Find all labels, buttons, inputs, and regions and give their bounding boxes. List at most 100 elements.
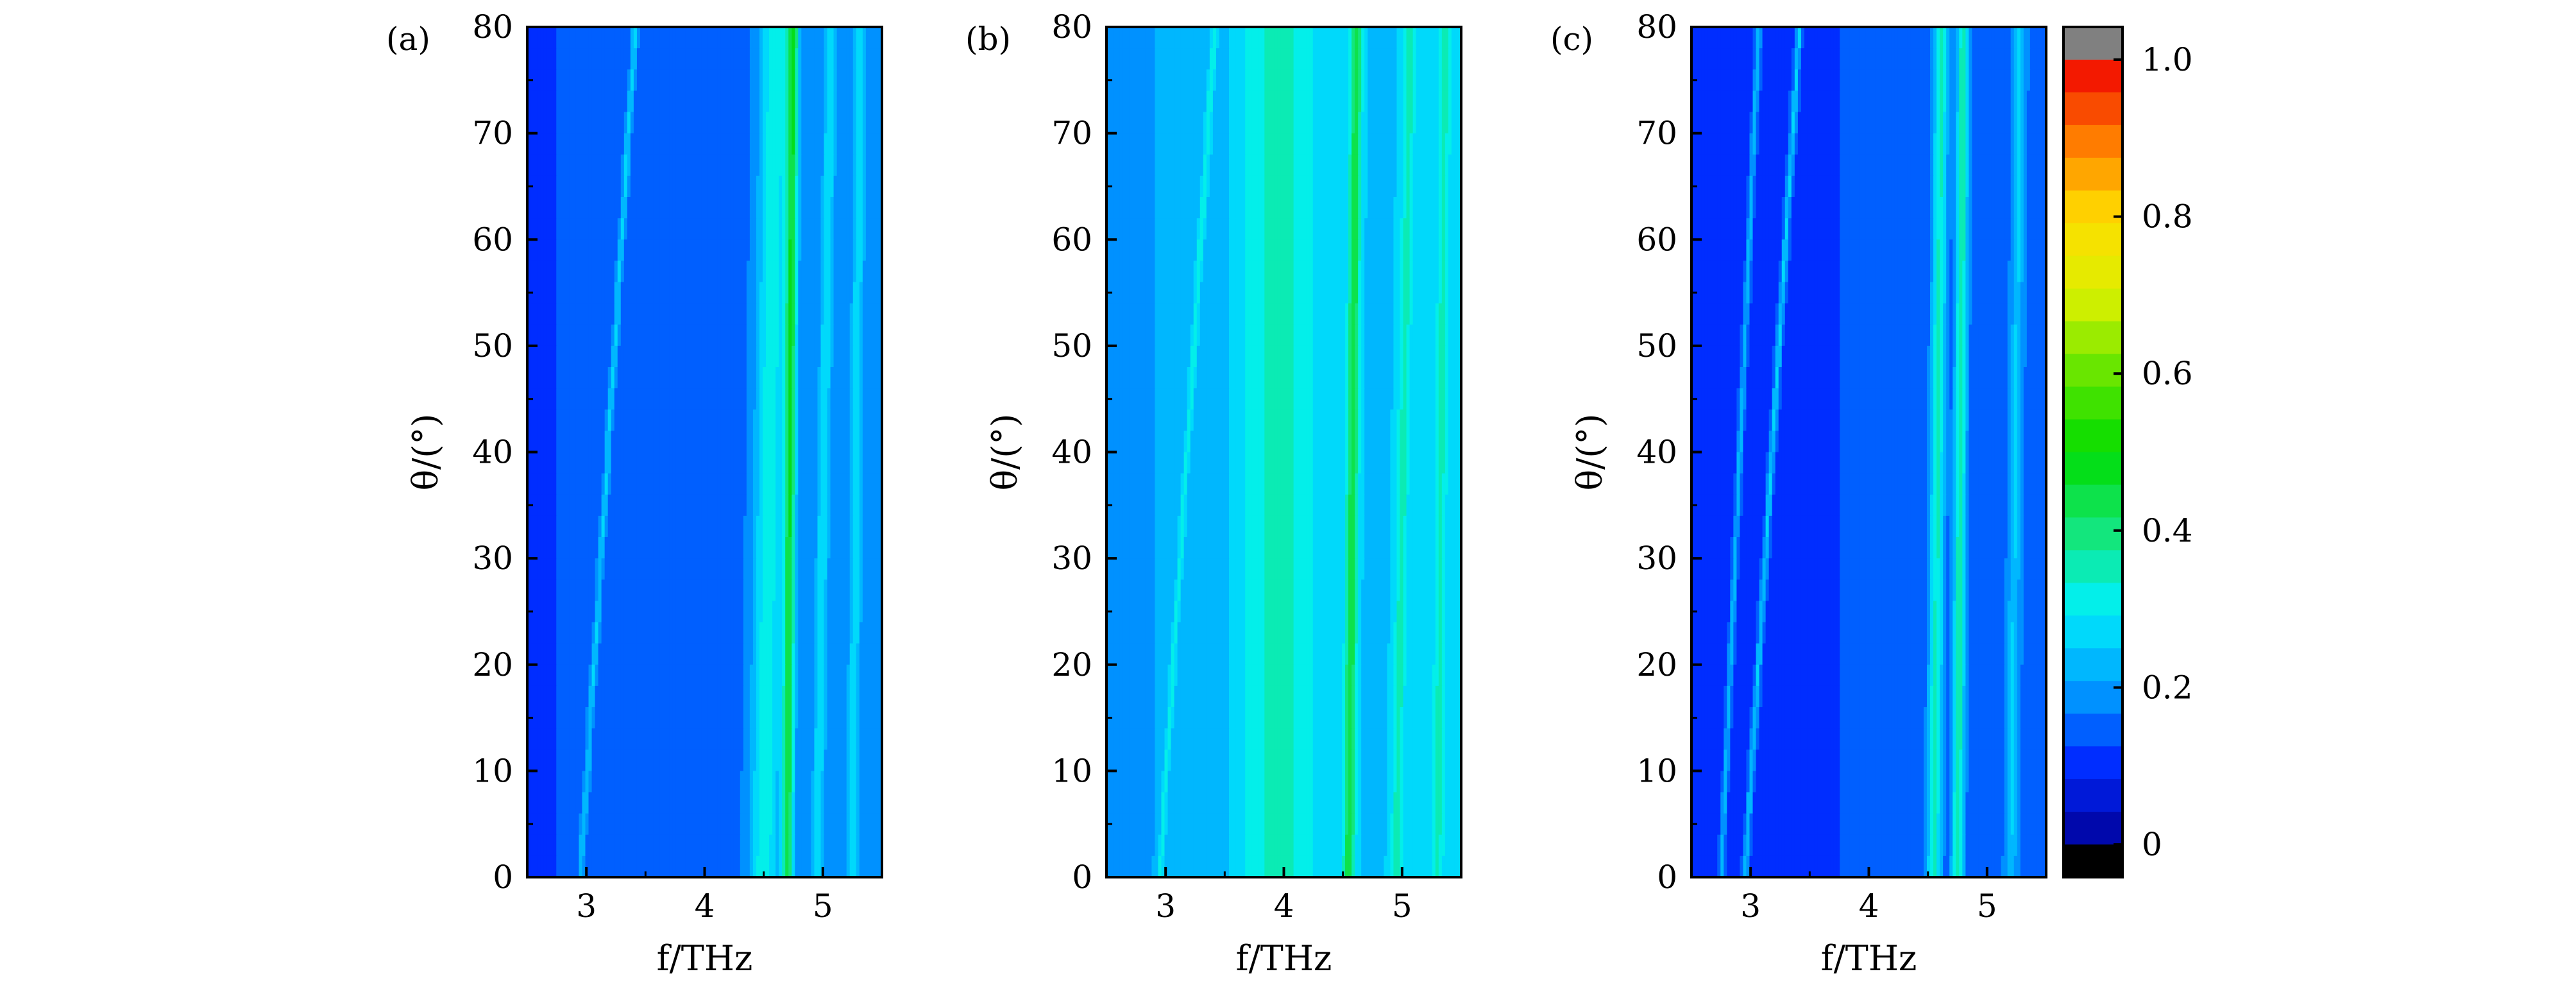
heatmap-cell	[566, 622, 570, 644]
heatmap-cell	[782, 579, 786, 602]
heatmap-cell	[663, 558, 666, 581]
heatmap-cell	[530, 218, 534, 241]
heatmap-cell	[698, 261, 702, 283]
heatmap-cell	[1448, 90, 1452, 113]
heatmap-cell	[843, 218, 847, 241]
heatmap-cell	[611, 473, 615, 495]
heatmap-cell	[836, 388, 841, 411]
heatmap-cell	[563, 707, 567, 729]
heatmap-cell	[785, 27, 790, 49]
heatmap-cell	[627, 282, 631, 304]
heatmap-cell	[804, 813, 809, 835]
heatmap-cell	[804, 855, 809, 877]
heatmap-cell	[717, 261, 722, 283]
heatmap-cell	[865, 345, 870, 368]
heatmap-cell	[1177, 112, 1182, 134]
heatmap-cell	[588, 367, 593, 389]
heatmap-cell	[653, 558, 657, 581]
heatmap-cell	[779, 282, 783, 304]
heatmap-cell	[653, 409, 657, 432]
heatmap-cell	[630, 282, 634, 304]
heatmap-cell	[714, 622, 718, 644]
heatmap-cell	[827, 855, 831, 877]
heatmap-cell	[566, 303, 570, 325]
heatmap-cell	[804, 303, 809, 325]
heatmap-cell	[762, 69, 767, 92]
heatmap-cell	[1380, 90, 1385, 113]
heatmap-cell	[559, 707, 564, 729]
heatmap-cell	[695, 643, 699, 665]
heatmap-cell	[666, 218, 670, 241]
heatmap-cell	[827, 622, 831, 644]
heatmap-cell	[1412, 27, 1417, 49]
heatmap-cell	[566, 48, 570, 71]
heatmap-cell	[582, 239, 586, 262]
heatmap-cell	[607, 90, 612, 113]
heatmap-cell	[1387, 112, 1391, 134]
heatmap-cell	[766, 303, 770, 325]
heatmap-cell	[862, 643, 867, 665]
heatmap-cell	[769, 473, 773, 495]
heatmap-cell	[643, 494, 647, 517]
heatmap-cell	[701, 515, 706, 538]
heatmap-cell	[782, 409, 786, 432]
heatmap-cell	[1255, 69, 1259, 92]
heatmap-cell	[843, 431, 847, 453]
heatmap-cell	[582, 515, 586, 538]
heatmap-cell	[598, 792, 602, 814]
heatmap-cell	[852, 409, 857, 432]
heatmap-cell	[620, 558, 625, 581]
heatmap-cell	[559, 133, 564, 155]
heatmap-cell	[804, 728, 809, 751]
heatmap-cell	[779, 303, 783, 325]
heatmap-cell	[1380, 112, 1385, 134]
heatmap-cell	[553, 452, 557, 474]
heatmap-cell	[772, 27, 776, 49]
heatmap-cell	[1380, 27, 1385, 49]
heatmap-cell	[782, 388, 786, 411]
heatmap-cell	[852, 792, 857, 814]
heatmap-cell	[759, 90, 763, 113]
heatmap-cell	[572, 515, 577, 538]
heatmap-cell	[553, 261, 557, 283]
heatmap-cell	[801, 197, 806, 219]
heatmap-cell	[556, 558, 561, 581]
heatmap-cell	[1251, 90, 1256, 113]
heatmap-cell	[575, 239, 580, 262]
heatmap-cell	[1113, 112, 1117, 134]
heatmap-cell	[659, 473, 663, 495]
heatmap-cell	[537, 239, 541, 262]
heatmap-cell	[569, 261, 573, 283]
heatmap-cell	[563, 48, 567, 71]
heatmap-cell	[759, 218, 763, 241]
heatmap-cell	[746, 707, 750, 729]
heatmap-cell	[582, 48, 586, 71]
heatmap-cell	[1355, 90, 1359, 113]
heatmap-cell	[1245, 69, 1249, 92]
heatmap-cell	[817, 282, 822, 304]
heatmap-cell	[766, 239, 770, 262]
heatmap-cell	[682, 345, 686, 368]
heatmap-cell	[814, 90, 818, 113]
heatmap-cell	[588, 324, 593, 347]
heatmap-cell	[743, 813, 747, 835]
heatmap-cell	[795, 431, 799, 453]
heatmap-cell	[653, 452, 657, 474]
heatmap-cell	[1293, 48, 1298, 71]
heatmap-cell	[656, 685, 660, 708]
heatmap-cell	[708, 473, 712, 495]
heatmap-cell	[598, 409, 602, 432]
heatmap-cell	[865, 303, 870, 325]
heatmap-cell	[1364, 90, 1369, 113]
heatmap-cell	[588, 558, 593, 581]
heatmap-cell	[569, 197, 573, 219]
heatmap-cell	[595, 261, 599, 283]
heatmap-cell	[808, 473, 812, 495]
heatmap-cell	[720, 197, 725, 219]
heatmap-cell	[563, 175, 567, 198]
heatmap-cell	[572, 154, 577, 176]
heatmap-cell	[1216, 48, 1220, 71]
heatmap-cell	[836, 771, 841, 793]
heatmap-cell	[811, 324, 815, 347]
heatmap-cell	[798, 90, 802, 113]
